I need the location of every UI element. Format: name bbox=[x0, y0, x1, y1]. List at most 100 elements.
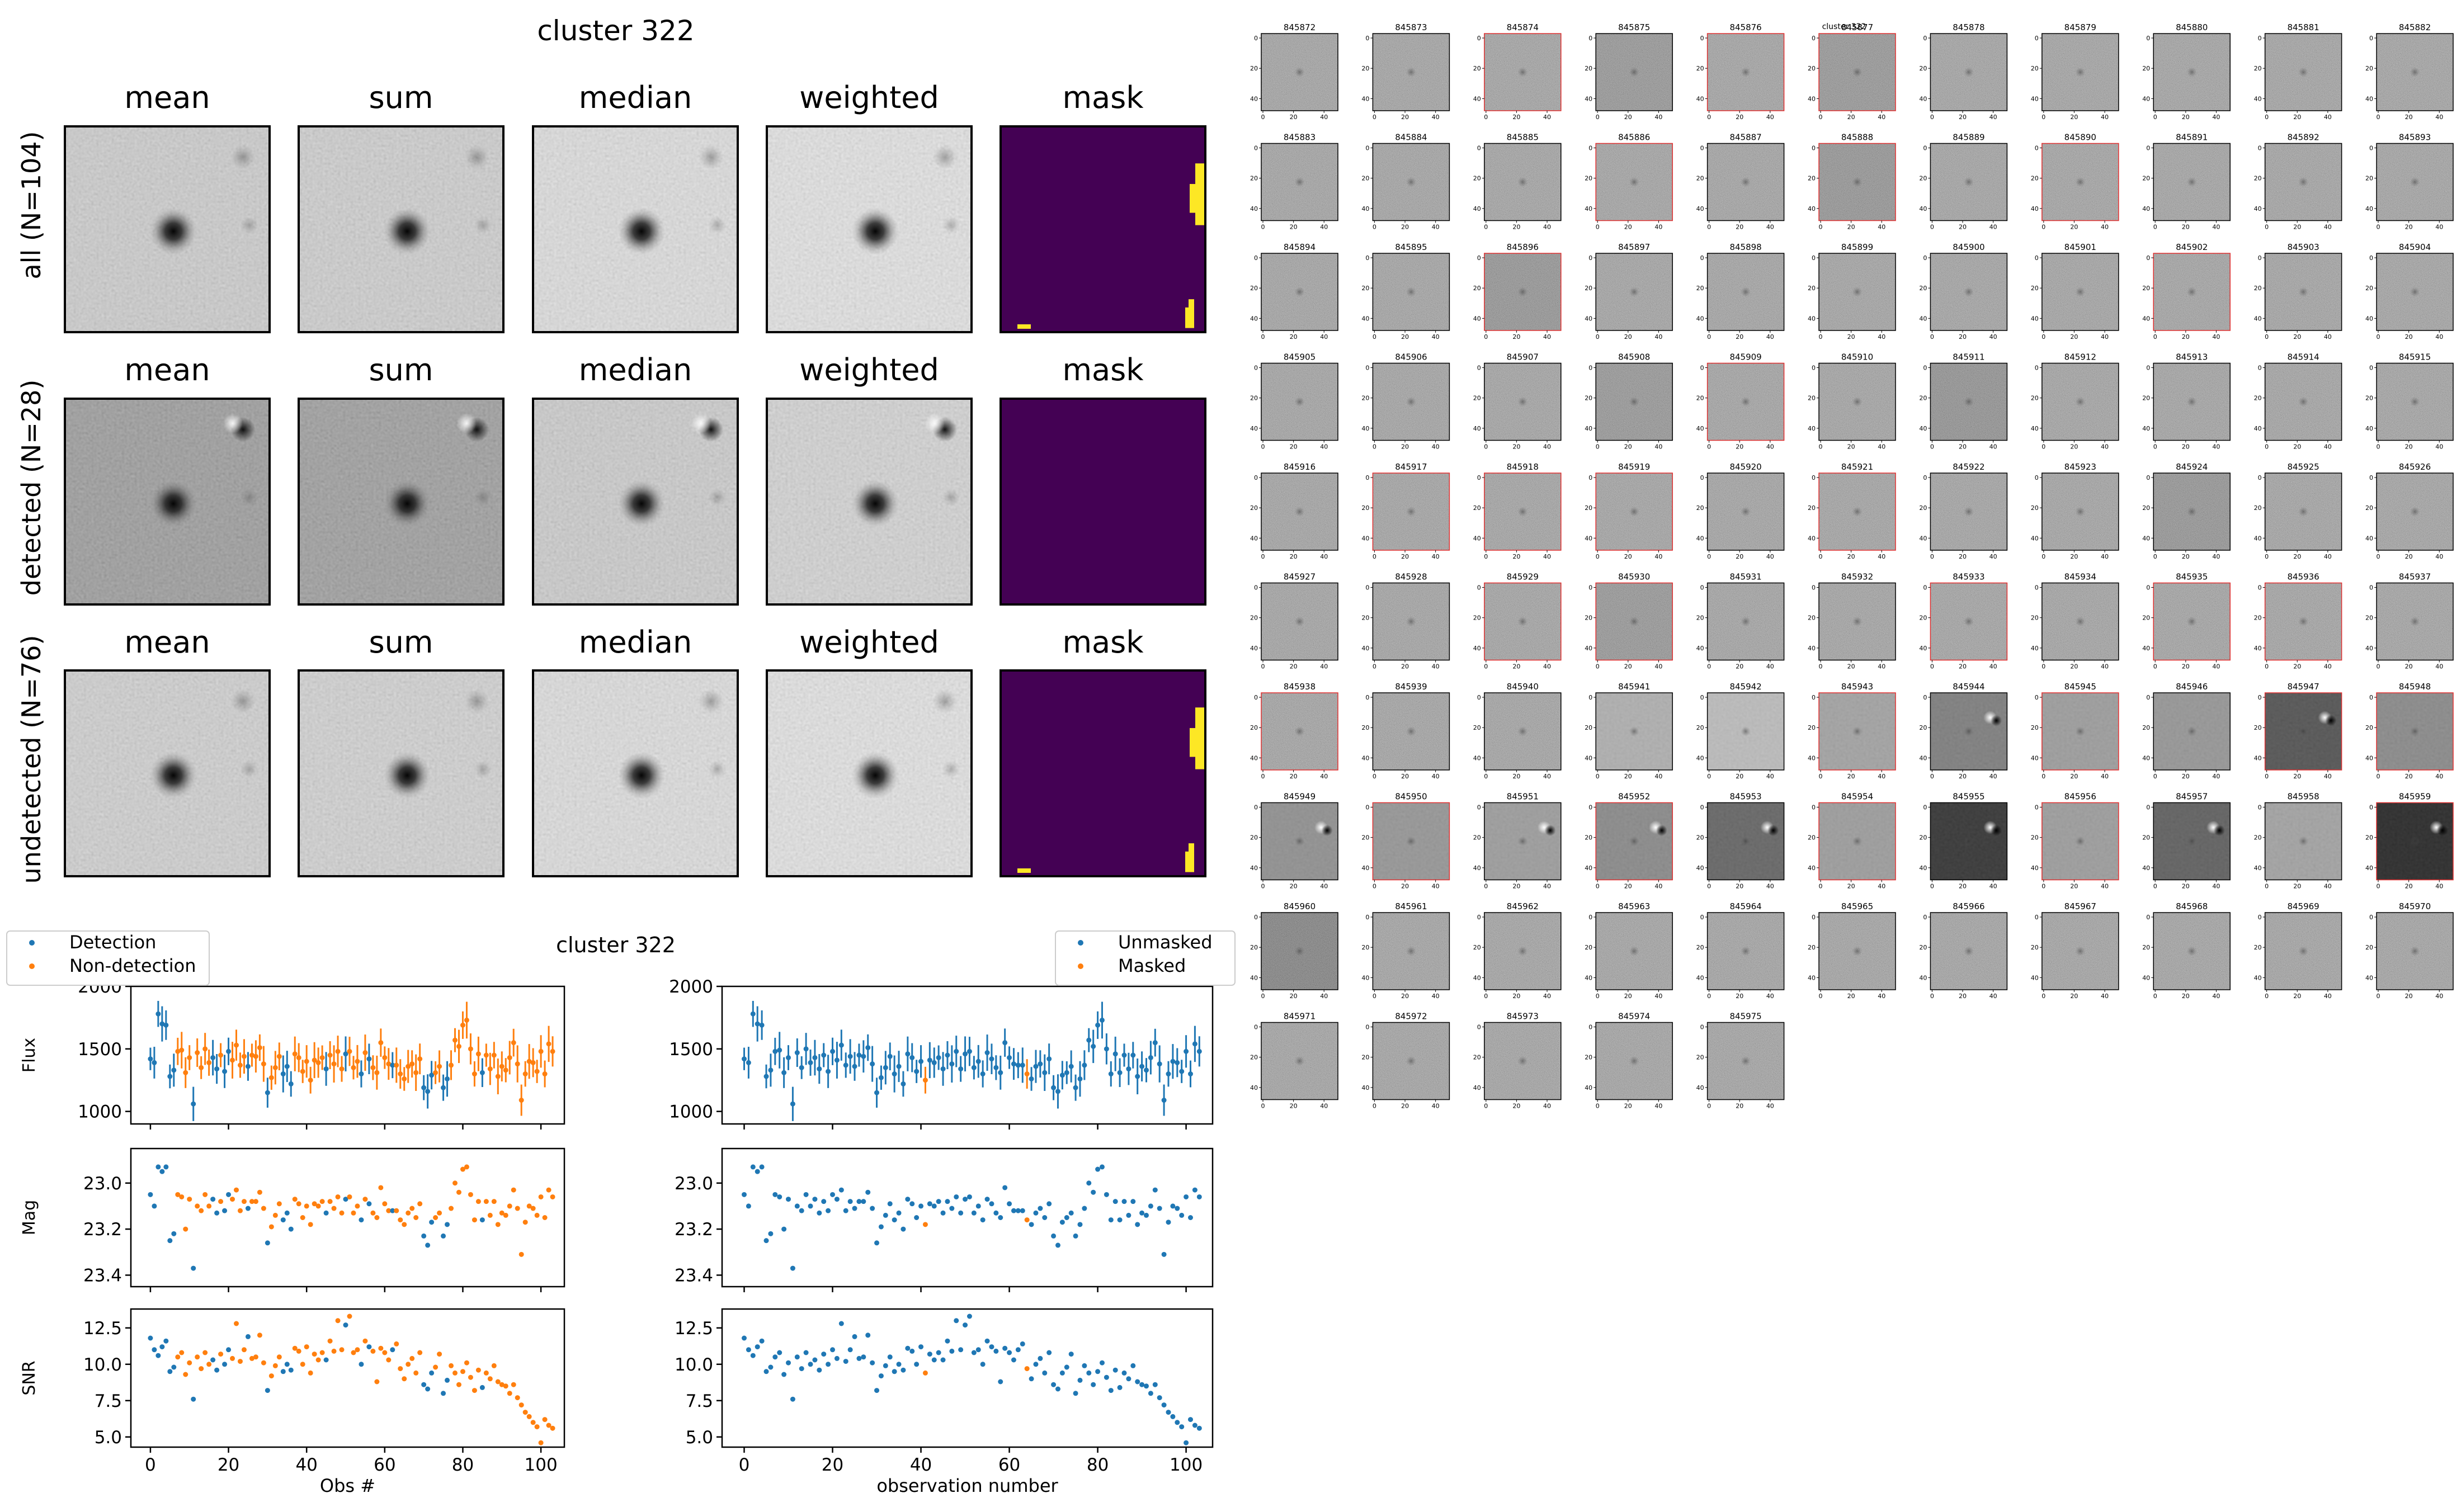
column-label: mask bbox=[1062, 80, 1144, 115]
cutout-x-tick-label: 20 bbox=[2293, 333, 2301, 341]
data-point bbox=[1051, 1085, 1057, 1090]
cutout-y-tick-label: 20 bbox=[2254, 395, 2262, 402]
data-point bbox=[437, 1210, 442, 1216]
data-point bbox=[425, 1242, 431, 1248]
cutout-y-tick-label: 0 bbox=[1477, 474, 1481, 481]
data-point bbox=[308, 1078, 313, 1083]
data-point bbox=[304, 1059, 309, 1064]
cutout-x-tick-label: 0 bbox=[1819, 443, 1823, 451]
cutout-x-tick-label: 0 bbox=[2042, 333, 2045, 341]
cutout-x-tick-label: 40 bbox=[1320, 443, 1328, 451]
cutout-x-tick-label: 40 bbox=[1989, 443, 1997, 451]
data-point bbox=[315, 1203, 321, 1209]
data-point bbox=[148, 1192, 153, 1197]
cutout-x-tick-label: 40 bbox=[1989, 224, 1997, 231]
data-point bbox=[861, 1053, 866, 1059]
data-point bbox=[1192, 1187, 1198, 1193]
cutout-id: 845886 bbox=[1618, 133, 1650, 143]
data-point bbox=[1152, 1382, 1158, 1387]
cutout-x-tick-label: 40 bbox=[2435, 773, 2443, 780]
cutout-y-tick-label: 40 bbox=[1250, 205, 1258, 212]
cutout-y-tick-label: 20 bbox=[2142, 615, 2150, 622]
data-point bbox=[515, 1395, 520, 1401]
cutout-x-tick-label: 20 bbox=[1736, 663, 1743, 670]
cutout-y-tick-label: 20 bbox=[1361, 285, 1369, 292]
data-point bbox=[984, 1338, 990, 1344]
data-point bbox=[812, 1197, 818, 1202]
data-point bbox=[359, 1071, 364, 1077]
cutout-x-tick-label: 20 bbox=[1290, 224, 1298, 231]
data-point bbox=[1029, 1222, 1034, 1227]
cutout-y-tick-label: 0 bbox=[1923, 694, 1927, 701]
cutout-x-tick-label: 40 bbox=[1543, 553, 1551, 560]
column-label: weighted bbox=[799, 80, 939, 115]
x-tick-label: 40 bbox=[910, 1455, 932, 1475]
cutout-y-tick-label: 40 bbox=[2031, 974, 2039, 981]
cutout-id: 845959 bbox=[2399, 792, 2431, 802]
data-point bbox=[1099, 1017, 1105, 1023]
cutout-id: 845961 bbox=[1395, 901, 1427, 911]
data-point bbox=[308, 1370, 313, 1376]
data-point bbox=[237, 1208, 243, 1213]
data-point bbox=[998, 1070, 1003, 1075]
cutout-x-tick-label: 20 bbox=[1290, 1103, 1298, 1110]
data-point bbox=[222, 1069, 228, 1074]
data-point bbox=[975, 1347, 981, 1353]
cutout-y-tick-label: 20 bbox=[1250, 395, 1258, 402]
data-point bbox=[945, 1052, 950, 1058]
cutout-x-tick-label: 0 bbox=[1261, 663, 1265, 670]
cutout-y-tick-label: 20 bbox=[2365, 285, 2373, 292]
data-point bbox=[865, 1189, 871, 1195]
data-point bbox=[905, 1051, 911, 1057]
data-point bbox=[790, 1396, 795, 1402]
cutout-x-tick-label: 0 bbox=[1373, 333, 1376, 341]
data-point bbox=[522, 1410, 528, 1415]
cutout-id: 845956 bbox=[2064, 792, 2096, 802]
data-point bbox=[175, 1048, 181, 1054]
cutout-y-tick-label: 20 bbox=[1361, 1054, 1369, 1061]
cutout-x-tick-label: 40 bbox=[1654, 553, 1662, 560]
data-point bbox=[1187, 1215, 1193, 1220]
data-point bbox=[887, 1354, 893, 1360]
cutout-x-tick-label: 20 bbox=[1290, 883, 1298, 890]
y-tick-label: 7.5 bbox=[686, 1391, 713, 1411]
cutout-x-tick-label: 0 bbox=[1261, 993, 1265, 1000]
data-point bbox=[398, 1217, 403, 1223]
cutout-x-tick-label: 0 bbox=[2265, 663, 2269, 670]
cutout-y-tick-label: 20 bbox=[1585, 724, 1592, 731]
data-point bbox=[319, 1055, 325, 1060]
cutout-y-tick-label: 20 bbox=[2031, 944, 2039, 951]
data-point bbox=[856, 1052, 862, 1058]
x-axis-label: observation number bbox=[876, 1475, 1058, 1496]
cutout-y-tick-label: 0 bbox=[1477, 145, 1481, 152]
cutout-id: 845904 bbox=[2399, 242, 2431, 252]
cutout-y-tick-label: 20 bbox=[1696, 395, 1704, 402]
cutout-y-tick-label: 0 bbox=[2146, 365, 2150, 372]
data-point bbox=[759, 1022, 765, 1028]
data-point bbox=[312, 1201, 317, 1207]
data-point bbox=[949, 1348, 955, 1354]
cutout-x-tick-label: 20 bbox=[2182, 883, 2190, 890]
cutout-y-tick-label: 40 bbox=[1361, 535, 1369, 542]
cutout-y-tick-label: 0 bbox=[2258, 254, 2262, 262]
data-point bbox=[817, 1367, 822, 1373]
data-point bbox=[323, 1357, 329, 1363]
data-point bbox=[460, 1166, 465, 1172]
data-point bbox=[1073, 1233, 1078, 1239]
legend-marker bbox=[29, 940, 35, 946]
x-axis-label: Obs # bbox=[320, 1475, 375, 1496]
cutout-x-tick-label: 0 bbox=[2265, 993, 2269, 1000]
data-point bbox=[495, 1074, 501, 1079]
data-point bbox=[206, 1362, 212, 1367]
data-point bbox=[382, 1201, 388, 1207]
data-point bbox=[468, 1192, 473, 1197]
cutout-x-tick-label: 0 bbox=[1484, 553, 1488, 560]
cutout-x-tick-label: 20 bbox=[2405, 553, 2413, 560]
data-point bbox=[1086, 1180, 1092, 1186]
